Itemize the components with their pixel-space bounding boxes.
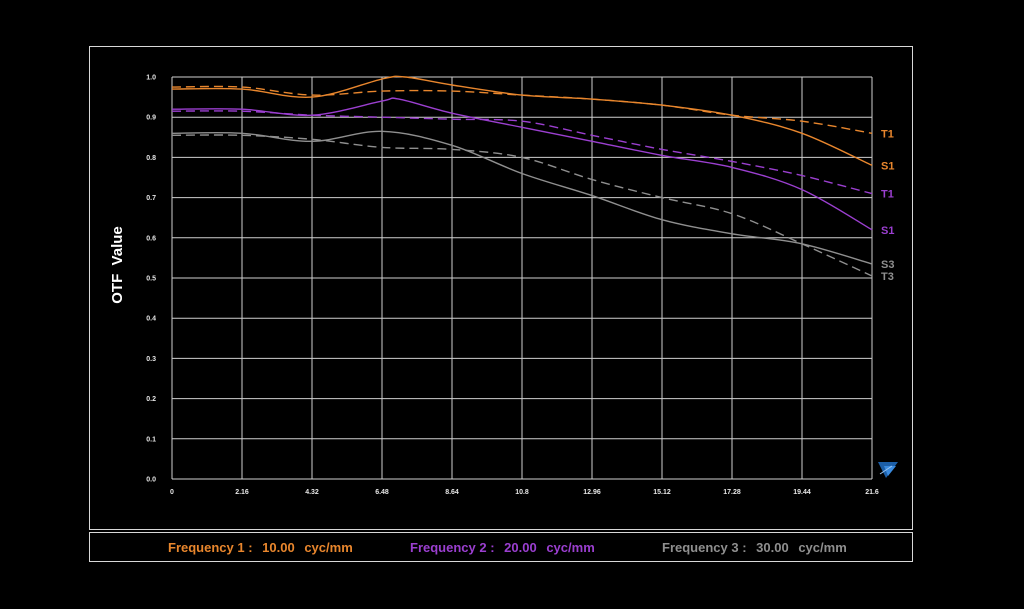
y-axis-title: OTF Value	[109, 226, 126, 304]
x-tick-label: 6.48	[375, 489, 389, 496]
grid	[171, 76, 873, 480]
x-tick-label: 2.16	[235, 489, 249, 496]
frequency-legend: Frequency 1 : 10.00 cyc/mm Frequency 2 :…	[89, 532, 913, 562]
series-lines	[171, 75, 873, 277]
x-tick-label: 17.28	[723, 489, 741, 496]
legend-unit: cyc/mm	[798, 540, 847, 555]
y-tick-label: 0.7	[146, 195, 156, 202]
series-line-s1-frequency-1	[171, 75, 873, 167]
series-end-label: T1	[881, 189, 894, 201]
series-end-label: S1	[881, 160, 894, 172]
y-tick-label: 0.5	[146, 276, 156, 283]
series-line-t3-frequency-3	[171, 134, 873, 277]
legend-unit: cyc/mm	[304, 540, 353, 555]
x-tick-label: 12.96	[583, 489, 601, 496]
series-end-label: S1	[881, 225, 894, 237]
y-tick-label: 0.3	[146, 356, 156, 363]
x-tick-label: 8.64	[445, 489, 459, 496]
series-line-t1-frequency-1	[171, 85, 873, 134]
x-tick-label: 21.6	[865, 489, 879, 496]
legend-value: 10.00	[262, 540, 295, 555]
x-tick-label: 19.44	[793, 489, 811, 496]
legend-label: Frequency 2 :	[410, 540, 495, 555]
legend-item-frequency-2: Frequency 2 : 20.00 cyc/mm	[410, 540, 601, 555]
y-tick-label: 0.0	[146, 477, 156, 484]
logo-icon	[878, 462, 898, 478]
legend-item-frequency-1: Frequency 1 : 10.00 cyc/mm	[168, 540, 359, 555]
series-line-s3-frequency-3	[171, 130, 873, 265]
legend-value: 20.00	[504, 540, 537, 555]
series-line-t1-frequency-2	[171, 110, 873, 195]
x-tick-label: 15.12	[653, 489, 671, 496]
y-tick-label: 0.1	[146, 436, 156, 443]
series-end-label: T3	[881, 271, 894, 283]
series-end-label: T1	[881, 128, 894, 140]
y-tick-label: 0.8	[146, 155, 156, 162]
x-ticks: 0 2.16 4.32 6.48 8.64 10.8 12.96 15.12 17.28 19.4…	[170, 489, 879, 496]
y-ticks: 0.0 0.1 0.2 0.3 0.4 0.5 0.6 0.7 0.8 0.9 1.0	[146, 75, 156, 484]
series-end-label: S3	[881, 259, 894, 271]
legend-label: Frequency 1 :	[168, 540, 253, 555]
legend-label: Frequency 3 :	[662, 540, 747, 555]
y-tick-label: 0.4	[146, 316, 156, 323]
legend-item-frequency-3: Frequency 3 : 30.00 cyc/mm	[662, 540, 853, 555]
chart-frame	[89, 46, 913, 530]
x-tick-label: 0	[170, 489, 174, 496]
y-tick-label: 0.9	[146, 115, 156, 122]
legend-unit: cyc/mm	[546, 540, 595, 555]
x-tick-label: 10.8	[515, 489, 529, 496]
legend-value: 30.00	[756, 540, 789, 555]
y-tick-label: 1.0	[146, 75, 156, 82]
x-tick-label: 4.32	[305, 489, 319, 496]
y-tick-label: 0.2	[146, 396, 156, 403]
y-tick-label: 0.6	[146, 235, 156, 242]
